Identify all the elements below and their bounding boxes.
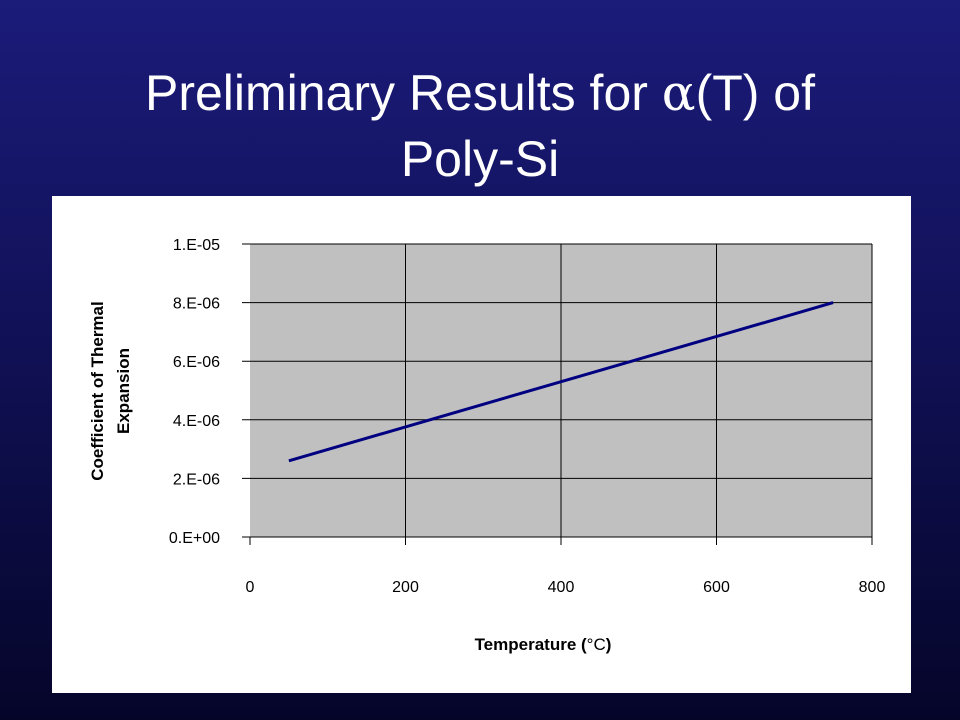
- x-tick-label: 800: [859, 579, 886, 596]
- title-line2: Poly-Si: [400, 131, 560, 187]
- series-line: [288, 301, 834, 463]
- data-series: [288, 301, 834, 463]
- x-tick-label: 200: [392, 579, 419, 596]
- y-tick-labels: 0.E+00 2.E-06 4.E-06 6.E-06 8.E-06 1.E-05: [169, 237, 220, 547]
- title-line1-prefix: Preliminary Results for: [145, 65, 662, 121]
- x-tick-labels: 0 200 400 600 800: [246, 579, 886, 596]
- y-tick-label: 6.E-06: [173, 354, 220, 371]
- y-tick-label: 2.E-06: [173, 471, 220, 488]
- y-tick-label: 1.E-05: [173, 237, 220, 254]
- x-axis-title: Temperature (°C): [475, 635, 612, 654]
- x-axis-title-unit: °C: [587, 635, 606, 654]
- x-axis-title-prefix: Temperature (: [475, 635, 587, 654]
- y-axis-title: Coefficient of Thermal Expansion: [88, 301, 133, 480]
- y-axis-title-line1: Coefficient of Thermal: [88, 301, 107, 480]
- y-tick-label: 0.E+00: [169, 530, 220, 547]
- vertical-gridlines: [405, 244, 873, 537]
- y-tick-label: 8.E-06: [173, 296, 220, 313]
- slide-title: Preliminary Results for α(T) of Poly-Si: [0, 60, 960, 192]
- x-axis-title-suffix: ): [606, 635, 612, 654]
- y-axis-title-line2: Expansion: [114, 348, 133, 434]
- line-chart: 0.E+00 2.E-06 4.E-06 6.E-06 8.E-06 1.E-05 0 20…: [88, 237, 886, 654]
- x-tick-marks: [249, 537, 873, 545]
- x-tick-label: 600: [703, 579, 730, 596]
- title-line1-suffix: (T) of: [695, 65, 815, 121]
- horizontal-gridlines: [242, 243, 872, 479]
- y-tick-label: 4.E-06: [173, 413, 220, 430]
- x-tick-label: 0: [246, 579, 255, 596]
- chart-panel: 0.E+00 2.E-06 4.E-06 6.E-06 8.E-06 1.E-05 0 20…: [52, 196, 911, 693]
- x-tick-label: 400: [548, 579, 575, 596]
- alpha-symbol: α: [661, 64, 696, 122]
